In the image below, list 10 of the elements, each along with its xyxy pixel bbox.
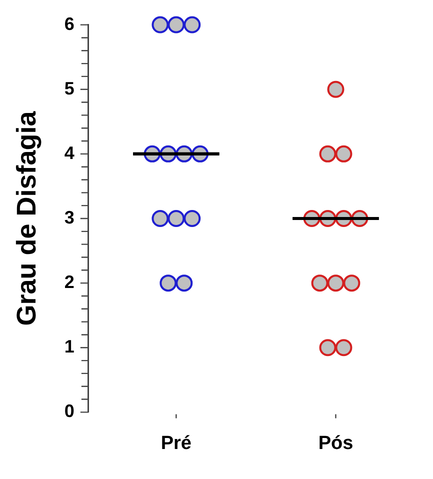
x-tick-label: Pós — [318, 432, 354, 454]
y-tick-label: 4 — [64, 142, 74, 163]
y-tick-label: 0 — [64, 401, 74, 422]
y-tick-label: 2 — [64, 272, 74, 292]
y-tick-label: 5 — [64, 78, 74, 98]
x-tick-label: Pré — [160, 432, 192, 454]
y-axis-title: Grau de Disfagia — [12, 110, 42, 326]
y-tick-label: 6 — [64, 14, 74, 34]
y-tick-label: 3 — [64, 207, 74, 228]
y-tick-label: 1 — [64, 336, 74, 357]
